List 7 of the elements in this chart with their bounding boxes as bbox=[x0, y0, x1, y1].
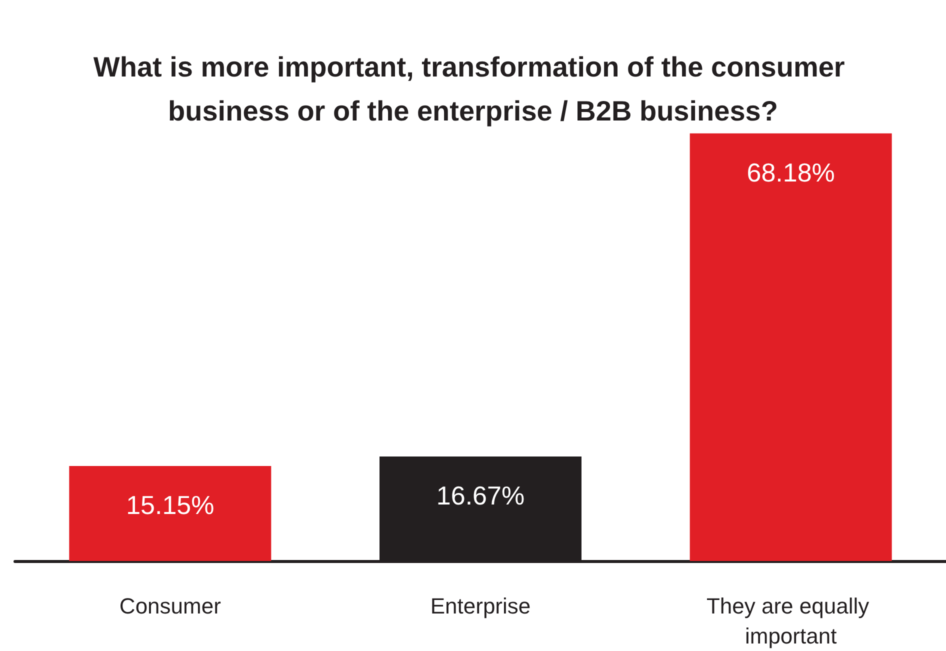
data-label: 16.67% bbox=[436, 480, 525, 510]
x-tick-label: They are equally important bbox=[706, 594, 876, 648]
x-tick-label: Enterprise bbox=[430, 594, 531, 618]
x-tick-label: Consumer bbox=[119, 594, 221, 618]
data-label: 15.15% bbox=[126, 490, 214, 520]
data-label: 68.18% bbox=[746, 157, 835, 188]
chart-title: What is more important, transformation of the consumer business or of the enterprise / B2B business? bbox=[93, 52, 853, 126]
